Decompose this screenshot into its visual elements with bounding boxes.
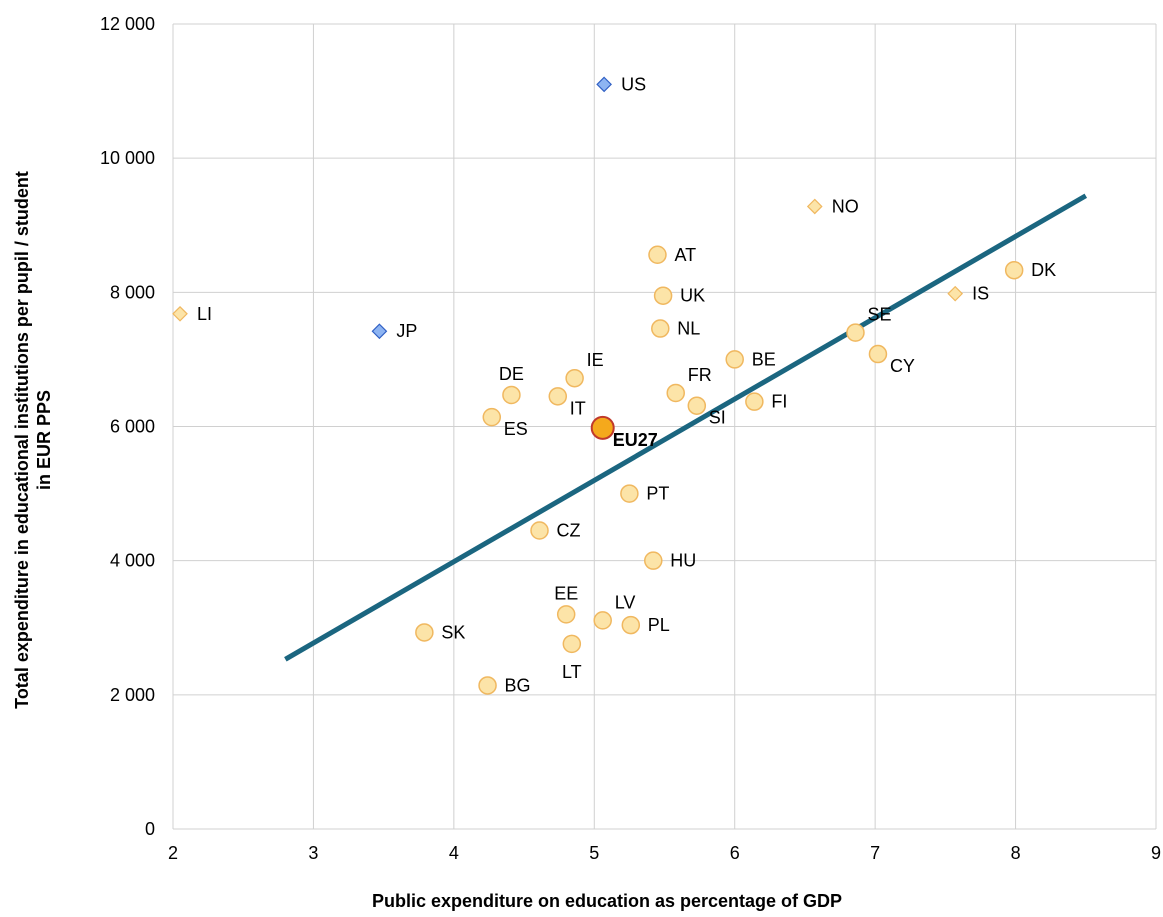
axes: 2 3 4 5 6 7 8 9 0 2 000 4 000 6 000 8 000 10 000 12 00…	[100, 14, 1161, 863]
y-axis-title-line1: Total expenditure in educational institu…	[12, 171, 32, 709]
data-point-cz	[530, 521, 549, 540]
y-axis-title-line2: in EUR PPS	[34, 390, 54, 490]
point-label-hu: HU	[670, 551, 696, 571]
point-label-dk: DK	[1031, 260, 1056, 280]
x-tick-label: 7	[870, 843, 880, 863]
data-point-bg	[478, 676, 497, 695]
y-tick-label: 4 000	[110, 551, 155, 571]
data-point-no	[806, 198, 823, 215]
data-point-ie	[565, 368, 584, 388]
y-tick-label: 12 000	[100, 14, 155, 34]
data-point-es	[482, 407, 502, 427]
data-point-us	[596, 76, 612, 93]
point-label-de: DE	[499, 364, 524, 384]
point-label-ie: IE	[587, 350, 604, 370]
point-label-eu27: EU27	[613, 430, 658, 450]
data-point-ee	[556, 605, 576, 624]
point-label-it: IT	[570, 398, 586, 418]
point-label-be: BE	[752, 349, 776, 369]
data-point-be	[725, 350, 744, 369]
data-point-lv	[593, 611, 612, 630]
point-label-is: IS	[972, 284, 989, 304]
data-points: US JP NO IS LI AT UK NL DK SE CY BE FI FR SI IE IT DE ES EU…	[172, 74, 1056, 695]
data-point-cy	[868, 344, 888, 364]
point-label-pl: PL	[648, 615, 670, 635]
point-label-es: ES	[504, 419, 528, 439]
point-label-bg: BG	[505, 675, 531, 695]
data-point-li	[172, 305, 188, 322]
x-tick-label: 4	[449, 843, 459, 863]
point-label-li: LI	[197, 304, 212, 324]
data-point-se	[846, 323, 865, 342]
y-tick-label: 0	[145, 819, 155, 839]
data-point-hu	[644, 551, 663, 570]
data-point-pt	[620, 484, 639, 503]
data-point-eu27	[590, 415, 615, 440]
y-tick-label: 2 000	[110, 685, 155, 705]
x-tick-label: 9	[1151, 843, 1161, 863]
x-tick-label: 6	[730, 843, 740, 863]
x-tick-label: 5	[589, 843, 599, 863]
data-point-fi	[745, 392, 764, 411]
x-tick-label: 3	[308, 843, 318, 863]
grid-lines	[172, 23, 1157, 830]
data-point-pl	[621, 615, 641, 635]
point-label-pt: PT	[646, 484, 669, 504]
data-point-uk	[653, 286, 673, 305]
point-label-lv: LV	[615, 592, 636, 612]
data-point-nl	[651, 319, 670, 338]
y-tick-label: 10 000	[100, 148, 155, 168]
x-axis-title: Public expenditure on education as perce…	[372, 891, 842, 911]
point-label-sk: SK	[441, 622, 465, 642]
data-point-sk	[415, 623, 434, 642]
point-label-ee: EE	[554, 583, 578, 603]
point-label-no: NO	[832, 196, 859, 216]
point-label-cy: CY	[890, 356, 915, 376]
point-label-uk: UK	[680, 286, 705, 306]
y-axis-title: Total expenditure in educational institu…	[12, 171, 54, 709]
data-point-is	[947, 285, 964, 302]
y-tick-label: 6 000	[110, 417, 155, 437]
point-label-fr: FR	[688, 365, 712, 385]
x-tick-label: 2	[168, 843, 178, 863]
data-point-si	[687, 396, 707, 415]
point-label-jp: JP	[396, 321, 417, 341]
y-tick-label: 8 000	[110, 282, 155, 302]
point-label-se: SE	[867, 305, 891, 325]
x-tick-label: 8	[1011, 843, 1021, 863]
trendline	[284, 193, 1088, 662]
data-point-it	[548, 387, 568, 406]
point-label-lt: LT	[562, 662, 582, 682]
point-label-at: AT	[674, 245, 696, 265]
point-label-us: US	[621, 74, 646, 94]
point-label-si: SI	[709, 408, 726, 428]
data-point-lt	[562, 634, 582, 654]
point-label-cz: CZ	[557, 520, 581, 540]
point-label-nl: NL	[677, 319, 700, 339]
point-label-fi: FI	[771, 392, 787, 412]
data-point-fr	[666, 383, 685, 403]
data-point-dk	[1004, 260, 1024, 280]
trendline-group	[284, 193, 1088, 662]
data-point-at	[648, 245, 667, 265]
data-point-jp	[371, 323, 388, 340]
data-point-de	[502, 385, 521, 405]
